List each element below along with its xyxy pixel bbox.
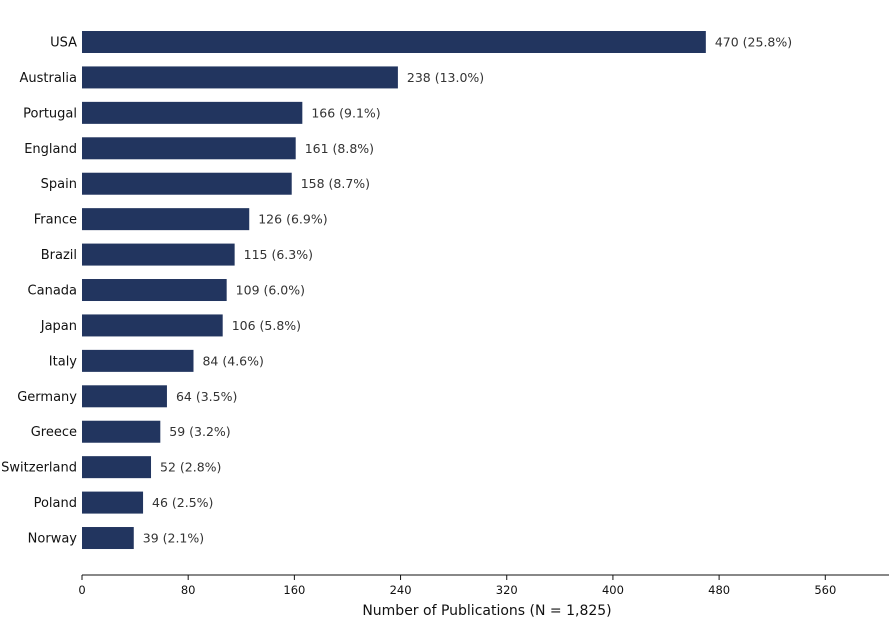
bar-italy [82, 349, 194, 372]
category-label-switzerland: Switzerland [1, 461, 77, 476]
category-label-italy: Italy [49, 354, 78, 369]
data-label-australia: 238 (13.0%) [407, 70, 484, 85]
bar-greece [82, 420, 161, 443]
x-tick-label-400: 400 [602, 583, 624, 597]
bars-group [82, 31, 706, 550]
data-label-italy: 84 (4.6%) [202, 353, 263, 368]
bar-germany [82, 385, 167, 408]
x-tick-label-320: 320 [496, 583, 518, 597]
x-axis-title: Number of Publications (N = 1,825) [362, 603, 611, 619]
data-label-usa: 470 (25.8%) [715, 35, 792, 50]
category-label-australia: Australia [19, 71, 77, 86]
data-label-brazil: 115 (6.3%) [244, 247, 313, 262]
category-labels-group: USA Australia Portugal England Spain France Br… [1, 36, 77, 547]
data-label-france: 126 (6.9%) [258, 212, 327, 227]
category-label-spain: Spain [41, 177, 77, 192]
bar-usa [82, 31, 706, 53]
x-tick-label-0: 0 [78, 583, 85, 597]
data-label-japan: 106 (5.8%) [232, 318, 301, 333]
category-label-norway: Norway [28, 532, 78, 547]
bar-portugal [82, 101, 303, 124]
bar-spain [82, 172, 292, 195]
data-label-spain: 158 (8.7%) [301, 176, 370, 191]
x-tick-label-240: 240 [390, 583, 412, 597]
data-label-germany: 64 (3.5%) [176, 389, 237, 404]
x-tick-label-480: 480 [708, 583, 730, 597]
data-label-poland: 46 (2.5%) [152, 495, 213, 510]
bar-australia [82, 66, 398, 89]
category-label-japan: Japan [40, 319, 77, 334]
category-label-portugal: Portugal [23, 106, 77, 121]
category-label-greece: Greece [31, 425, 77, 440]
category-label-canada: Canada [28, 284, 77, 299]
data-labels-group: 470 (25.8%) 238 (13.0%) 166 (9.1%) 161 (8.8… [143, 35, 792, 546]
category-label-usa: USA [50, 36, 77, 51]
x-axis-ticks-group: 0 80 160 240 320 400 480 560 [78, 575, 836, 597]
category-label-poland: Poland [34, 496, 77, 511]
x-tick-label-80: 80 [181, 583, 196, 597]
category-label-brazil: Brazil [41, 248, 77, 263]
category-label-england: England [24, 142, 77, 157]
data-label-england: 161 (8.8%) [305, 141, 374, 156]
data-label-portugal: 166 (9.1%) [311, 105, 380, 120]
bar-poland [82, 491, 144, 514]
x-tick-label-160: 160 [283, 583, 305, 597]
category-label-france: France [34, 213, 77, 228]
bar-france [82, 208, 250, 231]
x-tick-label-560: 560 [814, 583, 836, 597]
bar-norway [82, 527, 134, 550]
bar-brazil [82, 243, 235, 266]
data-label-switzerland: 52 (2.8%) [160, 460, 221, 475]
data-label-canada: 109 (6.0%) [236, 283, 305, 298]
category-label-germany: Germany [17, 390, 77, 405]
data-label-greece: 59 (3.2%) [169, 424, 230, 439]
data-label-norway: 39 (2.1%) [143, 531, 204, 546]
bar-switzerland [82, 456, 152, 479]
bar-japan [82, 314, 223, 337]
bar-canada [82, 279, 227, 302]
bar-england [82, 137, 296, 160]
